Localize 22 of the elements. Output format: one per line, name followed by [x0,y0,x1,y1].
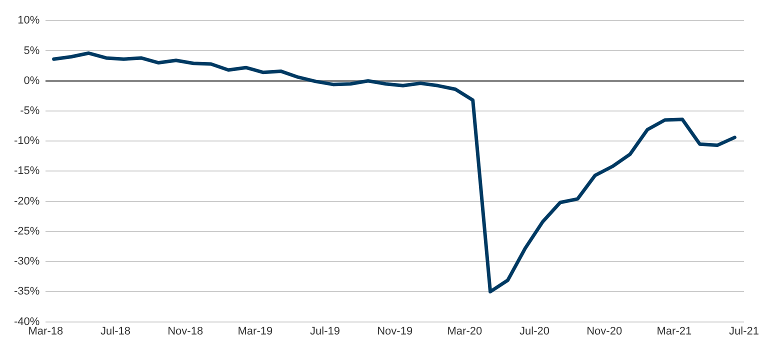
x-tick-label: Nov-19 [377,325,413,338]
x-tick-label: Jul-18 [100,325,130,338]
y-tick-label: -20% [14,195,40,208]
y-tick-label: 10% [18,14,40,27]
x-tick-label: Mar-20 [447,325,482,338]
y-tick-label: -25% [14,225,40,238]
x-tick-label: Jul-19 [310,325,340,338]
y-tick-label: -5% [20,104,40,117]
y-tick-label: -35% [14,286,40,298]
x-tick-label: Nov-18 [168,325,204,338]
y-tick-label: -15% [14,165,40,178]
y-tick-label: -10% [14,135,40,148]
x-tick-label: Jul-21 [729,325,760,338]
y-tick-label: -30% [14,256,40,268]
y-tick-label: 0% [24,74,40,87]
y-tick-label: 5% [24,44,40,57]
x-tick-label: Mar-19 [238,325,273,338]
x-tick-label: Jul-20 [520,325,550,338]
x-tick-label: Mar-21 [656,325,692,338]
x-tick-label: Nov-20 [586,325,622,338]
y-tick-label: -40% [14,316,40,328]
x-tick-label: Mar-18 [28,325,64,338]
